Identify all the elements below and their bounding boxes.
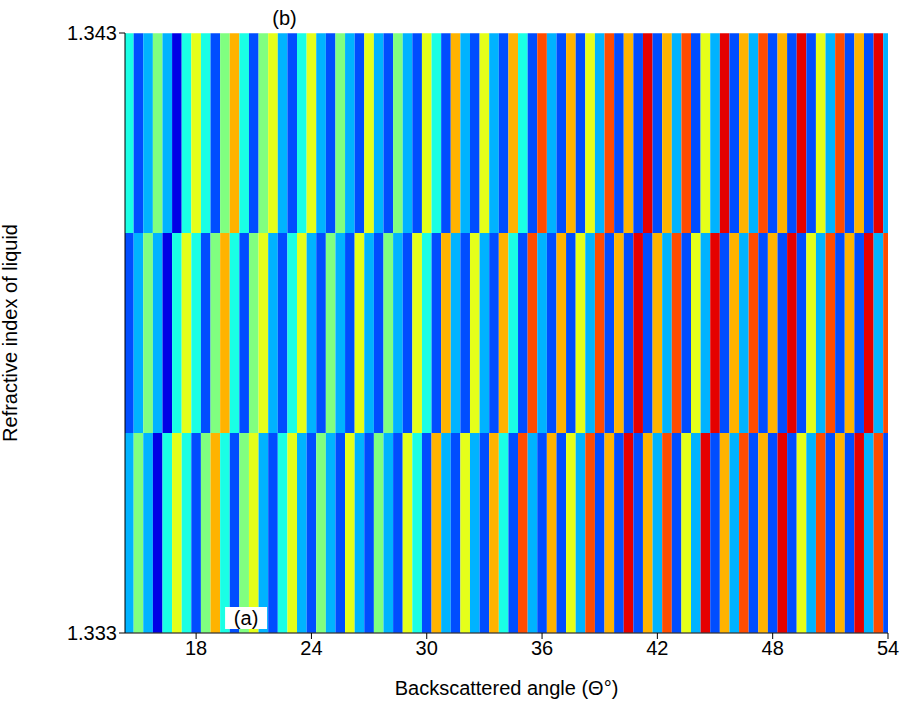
svg-text:48: 48 xyxy=(762,637,784,659)
svg-text:(b): (b) xyxy=(272,7,296,29)
svg-text:24: 24 xyxy=(300,637,322,659)
svg-text:1.333: 1.333 xyxy=(67,622,117,644)
svg-text:36: 36 xyxy=(531,637,553,659)
svg-text:(a): (a) xyxy=(234,607,258,629)
svg-text:1.343: 1.343 xyxy=(67,22,117,44)
svg-text:42: 42 xyxy=(646,637,668,659)
svg-text:Backscattered angle (Θ°): Backscattered angle (Θ°) xyxy=(395,677,619,699)
svg-text:54: 54 xyxy=(877,637,899,659)
svg-text:18: 18 xyxy=(185,637,207,659)
svg-text:30: 30 xyxy=(416,637,438,659)
svg-text:Refractive index of liquid: Refractive index of liquid xyxy=(0,224,21,442)
